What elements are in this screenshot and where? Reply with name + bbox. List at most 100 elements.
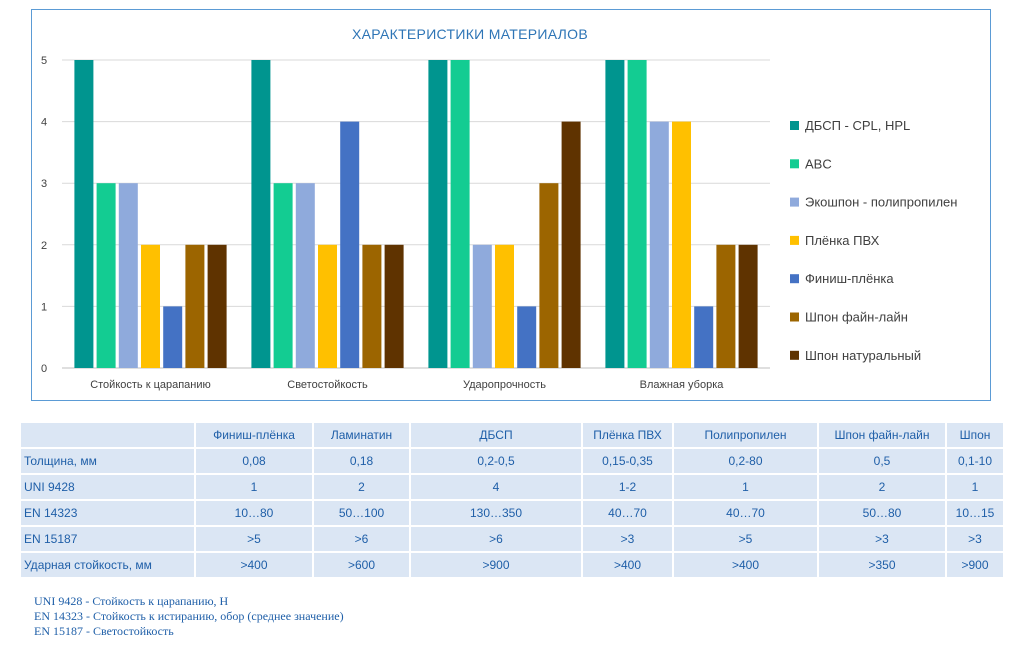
bar [517, 306, 537, 368]
column-header: Плёнка ПВХ [583, 423, 674, 447]
column-header: Шпон файн-лайн [819, 423, 947, 447]
table-cell: 2 [819, 475, 947, 499]
table-cell: 0,18 [314, 449, 411, 473]
table-cell: 0,5 [819, 449, 947, 473]
legend-label: ABC [805, 156, 832, 171]
footnotes: UNI 9428 - Стойкость к царапанию, Н EN 1… [34, 594, 344, 639]
column-header: Финиш-плёнка [196, 423, 314, 447]
table-cell: >3 [947, 527, 1005, 551]
x-category-label: Стойкость к царапанию [90, 379, 211, 391]
bar [472, 244, 492, 368]
bar [118, 183, 138, 368]
footnote-uni-9428: UNI 9428 - Стойкость к царапанию, Н [34, 594, 229, 608]
bar [605, 60, 625, 368]
bar [672, 121, 691, 368]
table-cell: 40…70 [674, 501, 819, 525]
column-header: Ламинатин [314, 423, 411, 447]
table-header-row: Финиш-плёнка Ламинатин ДБСП Плёнка ПВХ П… [21, 423, 1005, 447]
table-cell: >350 [819, 553, 947, 577]
y-axis-ticks: 0 1 2 3 4 5 [41, 55, 47, 375]
legend-label: ДБСП - CPL, HPL [805, 118, 910, 133]
table-cell: 50…80 [819, 501, 947, 525]
bar [428, 60, 448, 368]
bar [495, 244, 514, 368]
bar [163, 306, 183, 368]
table-cell: 50…100 [314, 501, 411, 525]
table-cell: 0,2-0,5 [411, 449, 583, 473]
bar [318, 244, 337, 368]
bar [251, 60, 271, 368]
column-header: Шпон [947, 423, 1005, 447]
legend-label: Плёнка ПВХ [805, 233, 880, 248]
table-cell: 2 [314, 475, 411, 499]
table-cell: 1 [947, 475, 1005, 499]
table-cell: >3 [583, 527, 674, 551]
bar [627, 60, 647, 368]
bar [539, 183, 559, 368]
legend-swatch [790, 312, 799, 322]
table-cell: >400 [196, 553, 314, 577]
bar-chart: ХАРАКТЕРИСТИКИ МАТЕРИАЛОВ 0 1 2 3 4 5 Стойкос… [41, 26, 958, 391]
y-tick-label: 2 [41, 240, 47, 252]
table-cell: 4 [411, 475, 583, 499]
x-axis-categories: Стойкость к царапанию Светостойкость Ударо… [90, 379, 724, 391]
table-row: Ударная стойкость, мм >400 >600 >900 >400 >40… [21, 553, 1005, 577]
bar [185, 244, 205, 368]
x-category-label: Светостойкость [287, 379, 368, 391]
legend-swatch [790, 350, 799, 360]
bar [340, 121, 360, 368]
table-cell: >900 [947, 553, 1005, 577]
table-cell: 0,2-80 [674, 449, 819, 473]
bar [738, 244, 758, 368]
row-label: EN 14323 [21, 501, 196, 525]
table-cell: >5 [196, 527, 314, 551]
legend-swatch [790, 197, 799, 207]
bar [96, 183, 116, 368]
table-row: EN 15187 >5 >6 >6 >3 >5 >3 >3 [21, 527, 1005, 551]
footnote-en-14323: EN 14323 - Стойкость к истиранию, обор (… [34, 609, 344, 623]
bar [649, 121, 669, 368]
table-cell: 0,15-0,35 [583, 449, 674, 473]
table-cell: >400 [674, 553, 819, 577]
bar [295, 183, 315, 368]
legend-swatch [790, 235, 799, 245]
bars [74, 60, 758, 368]
table-corner-cell [21, 423, 196, 447]
table-cell: >600 [314, 553, 411, 577]
footnote-en-15187: EN 15187 - Светостойкость [34, 624, 174, 638]
bar [362, 244, 382, 368]
table-cell: >3 [819, 527, 947, 551]
table-cell: >6 [411, 527, 583, 551]
table-cell: 40…70 [583, 501, 674, 525]
table-row: Толщина, мм 0,08 0,18 0,2-0,5 0,15-0,35 0,2-8… [21, 449, 1005, 473]
legend-label: Экошпон - полипропилен [805, 195, 957, 210]
spec-table: Финиш-плёнка Ламинатин ДБСП Плёнка ПВХ П… [21, 421, 1005, 579]
table-cell: >900 [411, 553, 583, 577]
x-category-label: Влажная уборка [640, 379, 725, 391]
table-cell: 10…15 [947, 501, 1005, 525]
y-tick-label: 4 [41, 117, 47, 129]
row-label: Толщина, мм [21, 449, 196, 473]
y-tick-label: 1 [41, 301, 47, 313]
table-cell: 0,1-10 [947, 449, 1005, 473]
bar [273, 183, 293, 368]
legend-swatch [790, 121, 799, 130]
table-cell: 1 [674, 475, 819, 499]
y-tick-label: 0 [41, 363, 47, 375]
table-cell: 1-2 [583, 475, 674, 499]
table-row: EN 14323 10…80 50…100 130…350 40…70 40…70 50…8… [21, 501, 1005, 525]
row-label: UNI 9428 [21, 475, 196, 499]
table-cell: 130…350 [411, 501, 583, 525]
table-cell: >5 [674, 527, 819, 551]
bar [141, 244, 160, 368]
chart-frame: ХАРАКТЕРИСТИКИ МАТЕРИАЛОВ 0 1 2 3 4 5 Стойкос… [31, 9, 991, 401]
bar [716, 244, 736, 368]
bar [207, 244, 227, 368]
table-cell: >6 [314, 527, 411, 551]
table-cell: 10…80 [196, 501, 314, 525]
bar [694, 306, 714, 368]
legend-label: Шпон натуральный [805, 348, 921, 363]
table-row: UNI 9428 1 2 4 1-2 1 2 1 [21, 475, 1005, 499]
x-category-label: Ударопрочность [463, 379, 546, 391]
bar [74, 60, 94, 368]
